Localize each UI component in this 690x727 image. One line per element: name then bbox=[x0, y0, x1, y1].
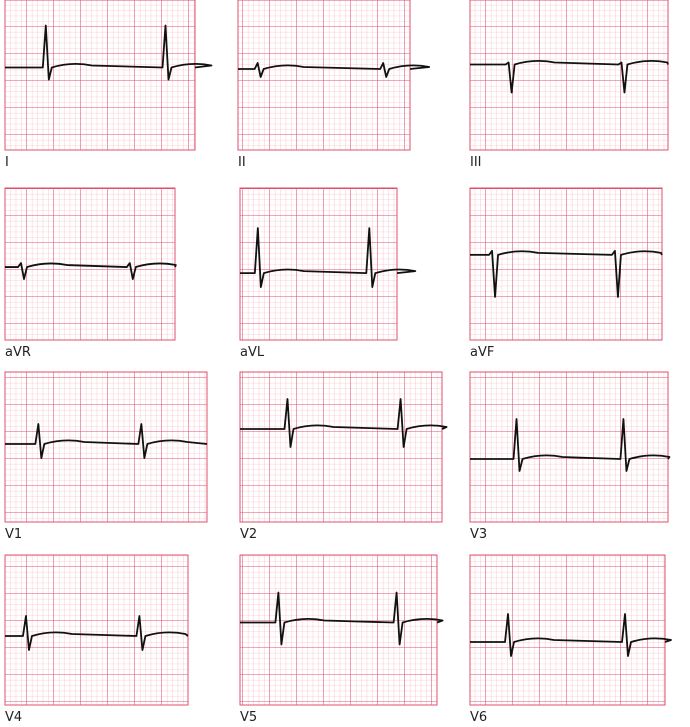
lead-label: II bbox=[238, 155, 246, 170]
grid-panel bbox=[469, 371, 669, 523]
ecg-trace bbox=[238, 62, 431, 78]
grid-panel bbox=[239, 187, 398, 341]
grid-panel bbox=[239, 554, 438, 706]
grid-panel bbox=[4, 371, 208, 523]
lead-label: V3 bbox=[470, 527, 487, 542]
grid-panel bbox=[237, 0, 411, 151]
ecg-trace bbox=[240, 398, 448, 448]
ecg-trace bbox=[470, 613, 672, 657]
ecg-trace bbox=[5, 423, 208, 459]
grid-panel bbox=[469, 187, 663, 341]
lead-label: V6 bbox=[470, 710, 487, 725]
grid-panel bbox=[469, 554, 666, 706]
ecg-trace bbox=[240, 591, 444, 646]
grid-panel bbox=[239, 371, 443, 523]
ecg-trace bbox=[470, 418, 671, 472]
lead-label: aVF bbox=[470, 345, 494, 360]
ecg-trace bbox=[5, 262, 177, 280]
lead-label: I bbox=[5, 155, 9, 170]
lead-label: aVL bbox=[240, 345, 265, 360]
lead-label: III bbox=[470, 155, 482, 170]
lead-label: V5 bbox=[240, 710, 257, 725]
ecg-trace bbox=[5, 615, 189, 651]
lead-label: V2 bbox=[240, 527, 257, 542]
lead-label: V4 bbox=[5, 710, 22, 725]
grid-panel bbox=[4, 0, 196, 151]
ecg-trace bbox=[240, 227, 417, 289]
lead-label: V1 bbox=[5, 527, 22, 542]
ecg-trace bbox=[470, 60, 669, 94]
ecg-trace bbox=[5, 24, 213, 81]
lead-label: aVR bbox=[5, 345, 31, 360]
grid-panel bbox=[4, 554, 189, 706]
grid-panel bbox=[469, 0, 669, 151]
ecg-trace bbox=[470, 249, 663, 298]
